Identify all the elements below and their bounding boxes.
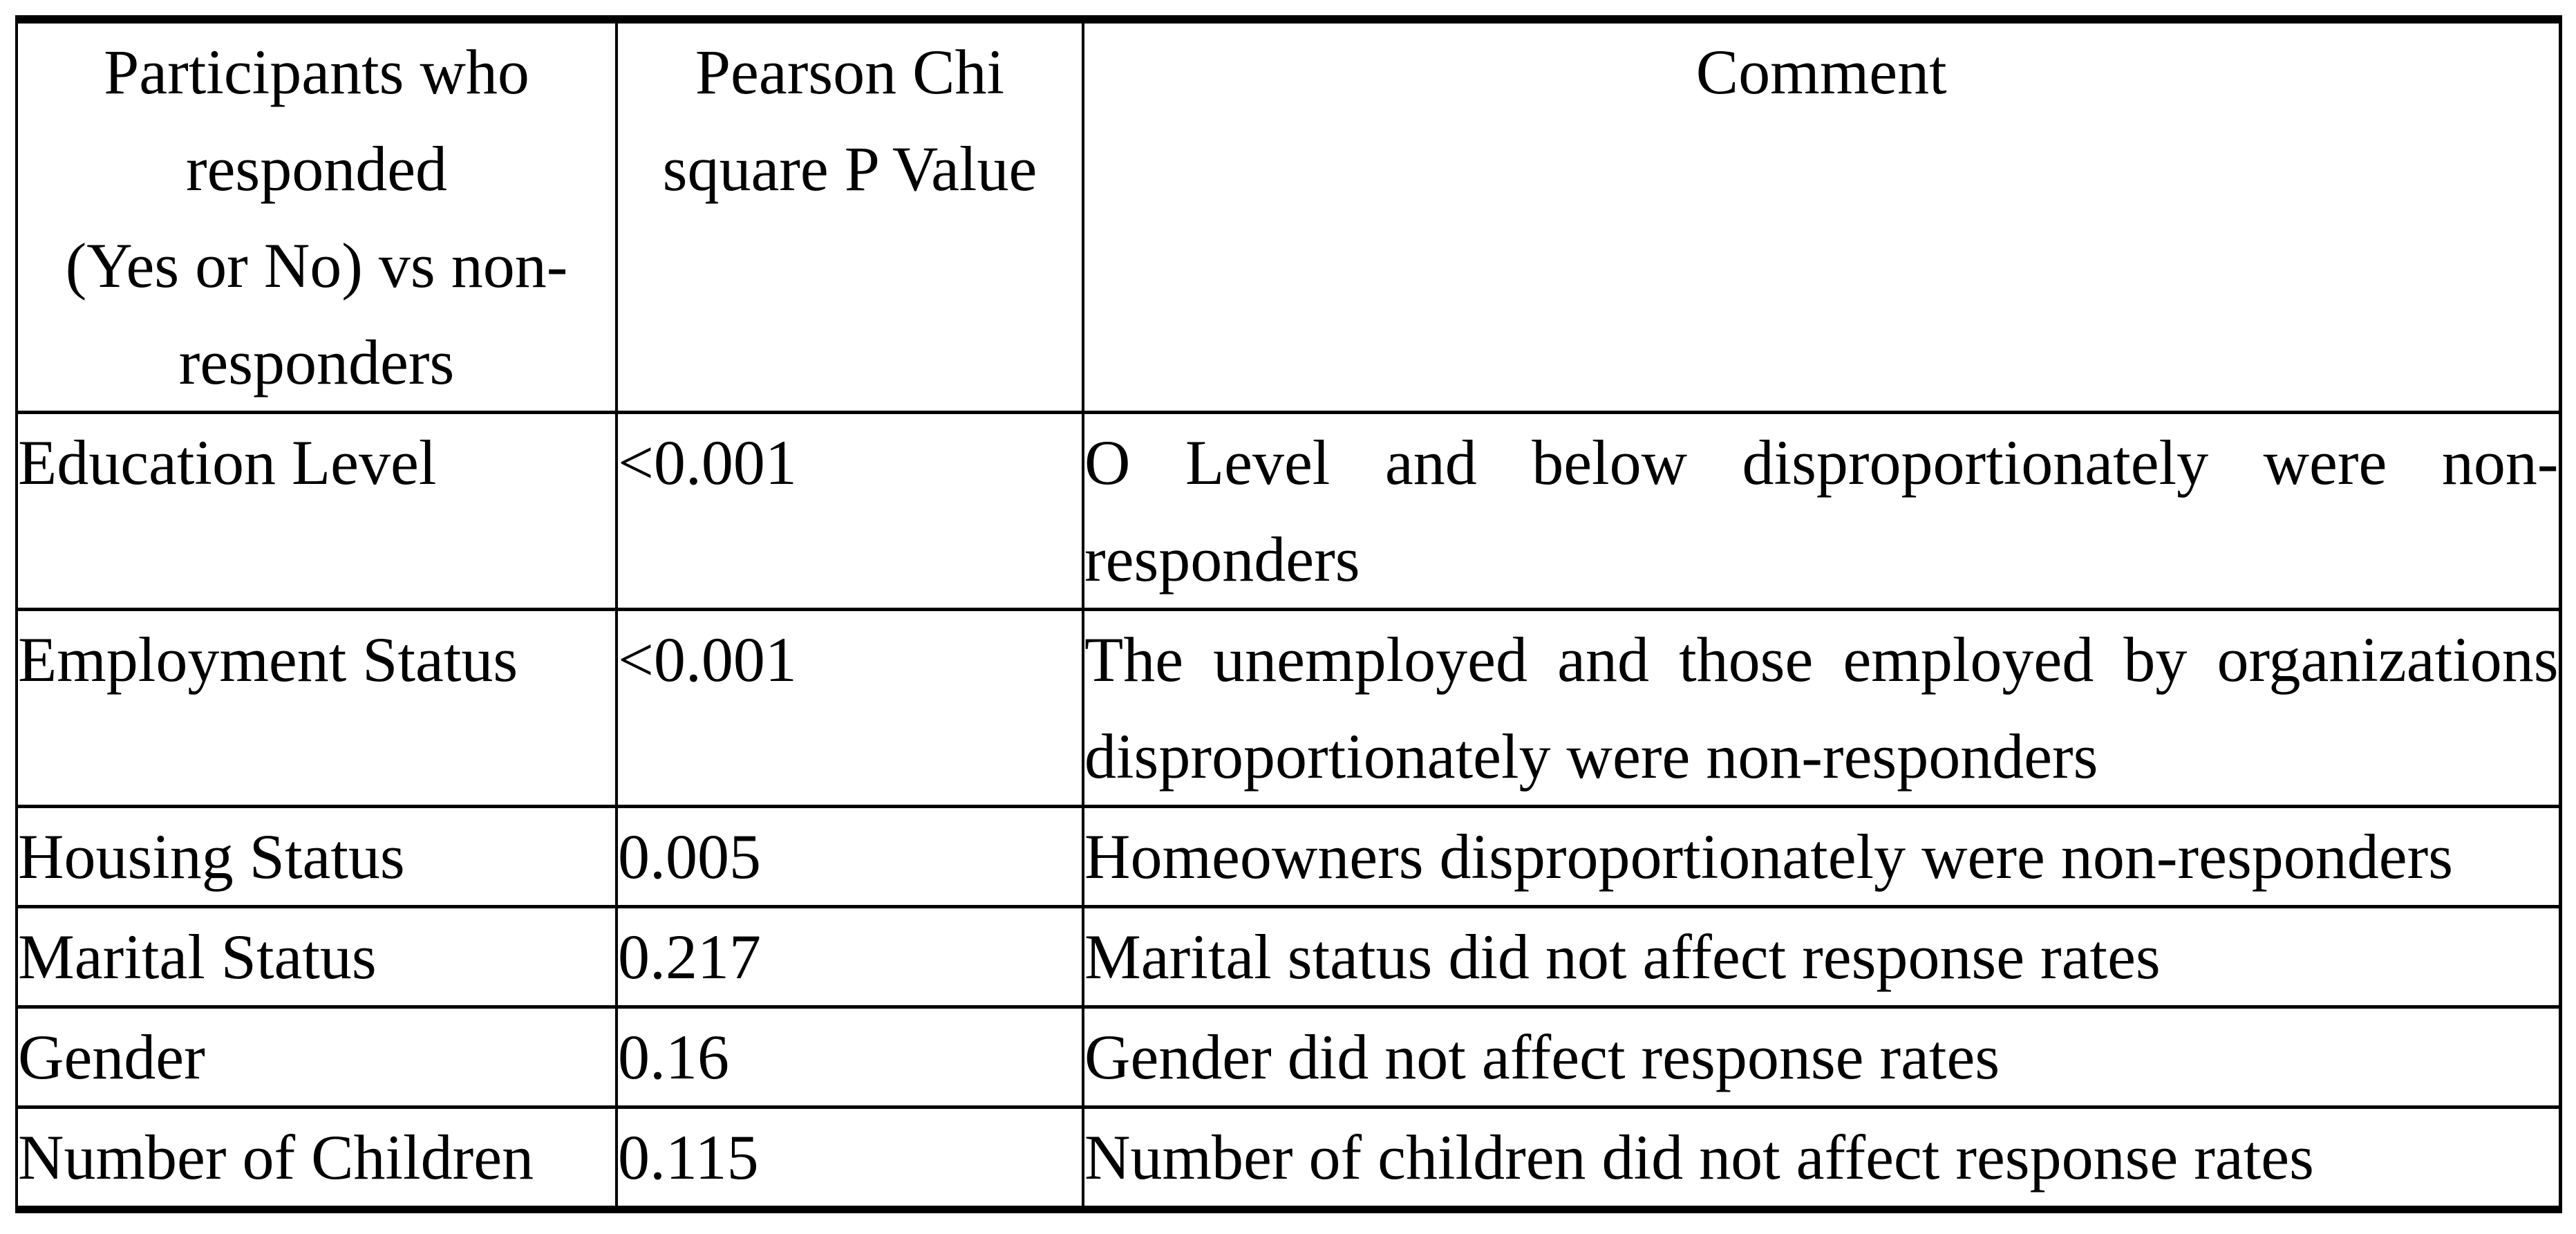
pvalue-cell: 0.16 xyxy=(615,1005,1084,1109)
variable-cell: Gender xyxy=(15,1005,618,1109)
header-text-line: (Yes or No) vs non- xyxy=(65,230,568,301)
variable-cell: Education Level xyxy=(15,411,618,611)
table-row-number-of-children: Number of Children 0.115 Number of child… xyxy=(15,1105,2561,1211)
table-row-housing-status: Housing Status 0.005 Homeowners dispropo… xyxy=(15,805,2561,908)
comment-cell: The unemployed and those employed by org… xyxy=(1082,608,2561,808)
header-text-line: responders xyxy=(178,327,455,398)
table-row-gender: Gender 0.16 Gender did not affect respon… xyxy=(15,1005,2561,1109)
table-row-education-level: Education Level <0.001 O Level and below… xyxy=(15,411,2561,611)
header-cell-participants: Participants who responded (Yes or No) v… xyxy=(15,17,618,414)
variable-cell: Marital Status xyxy=(15,905,618,1009)
variable-cell: Housing Status xyxy=(15,805,618,908)
header-cell-comment: Comment xyxy=(1082,17,2561,414)
comment-cell: Marital status did not affect response r… xyxy=(1082,905,2561,1009)
variable-cell: Number of Children xyxy=(15,1105,618,1211)
header-cell-pvalue: Pearson Chi square P Value xyxy=(615,17,1084,414)
response-rate-stats-table: Participants who responded (Yes or No) v… xyxy=(15,15,2562,1213)
pvalue-cell: 0.217 xyxy=(615,905,1084,1009)
header-text-line: Comment xyxy=(1695,37,1947,107)
pvalue-cell: <0.001 xyxy=(615,608,1084,808)
table-row-marital-status: Marital Status 0.217 Marital status did … xyxy=(15,905,2561,1009)
comment-cell: Number of children did not affect respon… xyxy=(1082,1105,2561,1211)
variable-cell: Employment Status xyxy=(15,608,618,808)
pvalue-cell: <0.001 xyxy=(615,411,1084,611)
comment-cell: Gender did not affect response rates xyxy=(1082,1005,2561,1109)
header-text-line: square P Value xyxy=(662,133,1037,204)
pvalue-cell: 0.005 xyxy=(615,805,1084,908)
header-text-line: Participants who xyxy=(104,37,529,107)
comment-cell: Homeowners disproportionately were non-r… xyxy=(1082,805,2561,908)
pvalue-cell: 0.115 xyxy=(615,1105,1084,1211)
header-row: Participants who responded (Yes or No) v… xyxy=(15,17,2561,414)
comment-cell: O Level and below disproportionately wer… xyxy=(1082,411,2561,611)
page: Participants who responded (Yes or No) v… xyxy=(0,15,2576,1234)
header-text-line: Pearson Chi xyxy=(695,37,1005,107)
header-text-line: responded xyxy=(185,133,448,204)
table-row-employment-status: Employment Status <0.001 The unemployed … xyxy=(15,608,2561,808)
